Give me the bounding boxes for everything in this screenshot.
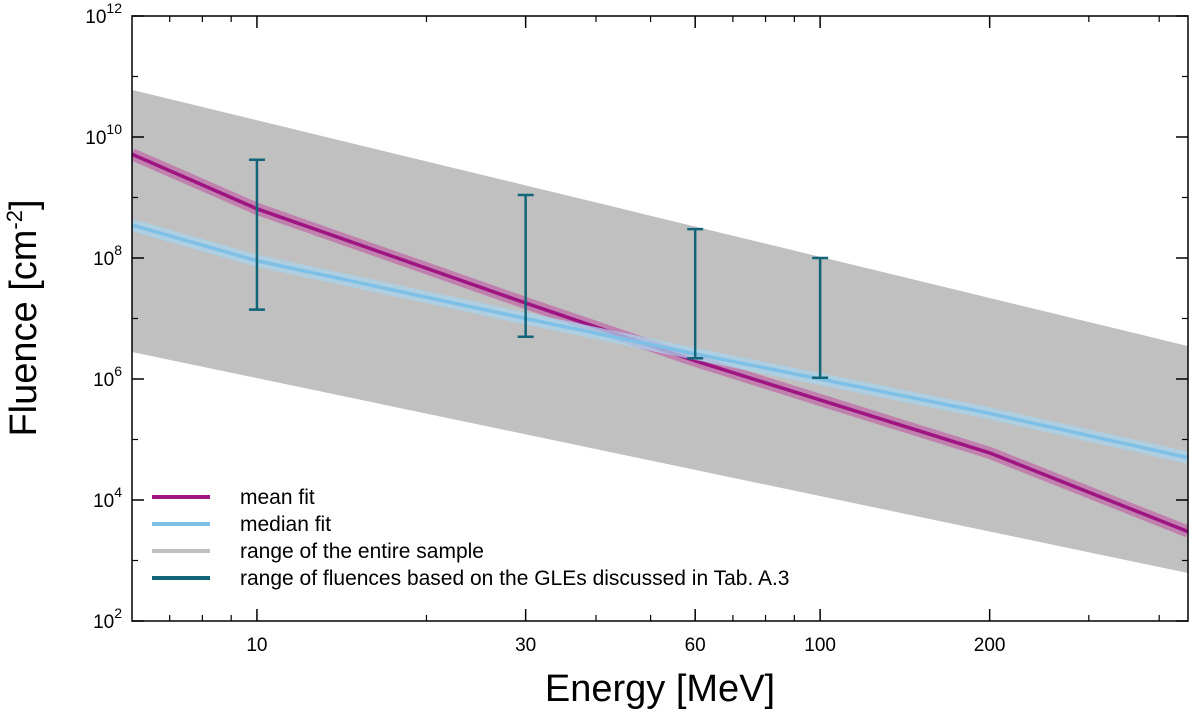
legend-item: mean fit bbox=[152, 486, 315, 509]
axis-ticks: 10 30 60 100 200 102 104 106 108 1010 1012 bbox=[85, 0, 1188, 656]
legend-item: range of the entire sample bbox=[152, 540, 484, 563]
legend-label: range of fluences based on the GLEs disc… bbox=[240, 567, 789, 590]
range-of-entire-sample-band bbox=[132, 89, 1188, 574]
error-bar-10 bbox=[248, 158, 265, 311]
y-tick-label: 1012 bbox=[85, 0, 122, 28]
plot-area bbox=[132, 89, 1188, 574]
legend-label: mean fit bbox=[240, 486, 315, 509]
legend-item: range of fluences based on the GLEs disc… bbox=[152, 567, 789, 590]
x-tick-label: 200 bbox=[974, 635, 1006, 656]
legend: mean fit median fit range of the entire sa… bbox=[152, 486, 789, 590]
y-tick-label: 1010 bbox=[85, 121, 122, 149]
y-axis-title: Fluence [cm-2] bbox=[2, 199, 45, 436]
y-tick-label: 108 bbox=[93, 242, 122, 270]
x-tick-label: 100 bbox=[804, 635, 836, 656]
y-tick-label: 104 bbox=[93, 484, 122, 512]
x-tick-label: 60 bbox=[685, 635, 706, 656]
x-tick-label: 10 bbox=[246, 635, 267, 656]
x-axis-title: Energy [MeV] bbox=[545, 668, 775, 710]
error-bar-100 bbox=[812, 256, 829, 379]
legend-label: range of the entire sample bbox=[240, 540, 484, 563]
error-bar-30 bbox=[517, 193, 534, 338]
x-tick-label: 30 bbox=[515, 635, 536, 656]
error-bar-60 bbox=[687, 227, 704, 360]
legend-item: median fit bbox=[152, 513, 331, 536]
y-tick-label: 102 bbox=[93, 605, 122, 633]
legend-label: median fit bbox=[240, 513, 331, 536]
gle-error-bars bbox=[248, 158, 829, 379]
y-tick-label: 106 bbox=[93, 363, 122, 391]
plot-frame bbox=[131, 15, 1189, 622]
